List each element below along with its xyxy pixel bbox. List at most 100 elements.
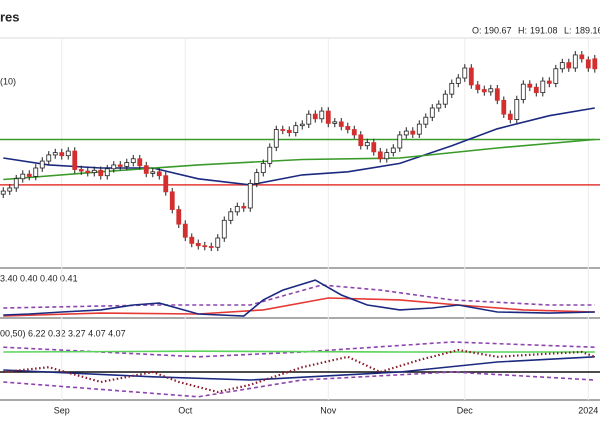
candle-body [520, 83, 526, 100]
candle-body [13, 178, 19, 189]
ohlc-value: 191.08 [530, 25, 558, 35]
candle-body [345, 126, 351, 130]
candle-body [0, 190, 6, 195]
candle-body [111, 164, 117, 170]
candle-body [46, 154, 52, 162]
ohlc-value: 189.16 [575, 25, 600, 35]
candle-body [33, 167, 39, 177]
candle-body [65, 150, 71, 157]
candle-body [371, 142, 377, 153]
candle-body [7, 187, 13, 192]
candle-body [358, 134, 364, 147]
candle-body [39, 160, 45, 169]
candle-body [423, 116, 429, 125]
x-tick-label: Nov [320, 405, 337, 415]
candle-body [85, 170, 91, 174]
candle-body [176, 209, 182, 225]
candle-body [572, 54, 578, 69]
candle-body [312, 113, 318, 120]
candle-body [546, 80, 552, 84]
candle-body [332, 121, 338, 124]
candle-body [169, 191, 175, 210]
chart-title: res [0, 9, 20, 24]
candle-body [143, 165, 149, 174]
candle-body [156, 171, 162, 177]
candle-body [202, 245, 208, 248]
x-tick-label: Oct [178, 405, 193, 415]
candle-body [553, 68, 559, 84]
indicator-line [3, 356, 595, 381]
candle-body [579, 54, 585, 60]
candle-body [182, 223, 188, 238]
indicator-line [3, 297, 595, 317]
candle-body [468, 67, 474, 86]
candle-body [449, 82, 455, 95]
candle-body [137, 158, 143, 167]
candle-body [384, 152, 390, 160]
pane-legend: 00,50) 6.22 0.32 3.27 4.07 4.07 [0, 328, 126, 338]
ohlc-label: O: [472, 25, 482, 35]
candle-body [130, 158, 136, 164]
candle-body [52, 152, 58, 156]
ohlc-label: L: [564, 25, 572, 35]
candle-body [481, 89, 487, 93]
candle-body [475, 84, 481, 90]
candle-body [299, 123, 305, 127]
candle-body [592, 58, 598, 70]
x-tick-label: Sep [54, 405, 70, 415]
candle-body [338, 121, 344, 127]
candle-body [507, 113, 513, 120]
candle-body [189, 236, 195, 244]
candle-body [78, 169, 84, 172]
candle-body [533, 86, 539, 94]
candle-body [247, 182, 253, 209]
candle-body [104, 168, 110, 177]
candle-body [150, 171, 156, 174]
candle-body [566, 62, 572, 69]
candle-body [72, 150, 78, 170]
candle-body [98, 169, 104, 177]
candle-body [273, 129, 279, 148]
candle-body [585, 59, 591, 69]
candle-body [494, 88, 500, 101]
indicator-line [3, 284, 595, 309]
candle-body [228, 211, 234, 221]
candle-body [540, 80, 546, 94]
candle-body [267, 146, 273, 164]
candle-body [488, 88, 494, 93]
candle-body [527, 83, 533, 88]
candle-body [403, 130, 409, 136]
x-tick-label: 2024 [578, 405, 598, 415]
candle-body [254, 172, 260, 184]
x-tick-label: Dec [457, 405, 474, 415]
candle-body [410, 130, 416, 135]
candle-body [234, 206, 240, 213]
candle-body [260, 162, 266, 174]
candle-body [390, 147, 396, 154]
indicator-line [3, 348, 596, 394]
candle-body [429, 107, 435, 118]
candle-body [20, 173, 26, 180]
indicator-label: (10) [0, 76, 16, 86]
candle-body [397, 134, 403, 149]
candle-body [124, 162, 130, 167]
indicator-line [3, 350, 595, 353]
ohlc-value: 190.67 [484, 25, 512, 35]
indicator-line [3, 279, 595, 317]
candle-body [26, 173, 32, 177]
candle-body [319, 110, 325, 120]
candle-body [91, 169, 97, 174]
candle-body [221, 219, 227, 239]
candle-body [436, 103, 442, 109]
candle-body [455, 77, 461, 84]
ohlc-label: H: [518, 25, 527, 35]
candle-body [377, 151, 383, 160]
candle-body [208, 246, 214, 248]
candle-body [59, 152, 65, 157]
candle-body [241, 206, 247, 209]
candle-body [293, 125, 299, 134]
candle-body [559, 62, 565, 70]
candle-body [364, 142, 370, 147]
